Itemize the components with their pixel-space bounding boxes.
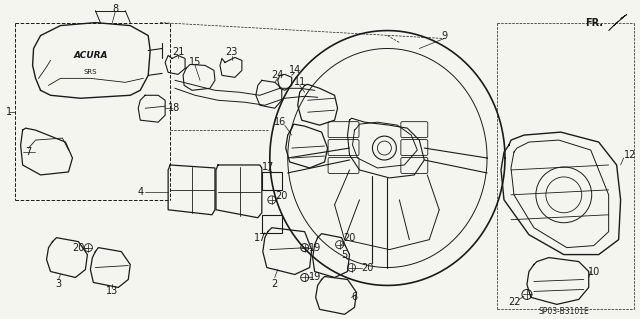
- Bar: [262, 172, 282, 190]
- Text: 18: 18: [168, 103, 180, 113]
- Text: 4: 4: [137, 187, 143, 197]
- Text: 16: 16: [274, 117, 286, 127]
- Text: 17: 17: [253, 233, 266, 243]
- Text: 7: 7: [26, 147, 32, 157]
- Text: 20: 20: [343, 233, 356, 243]
- Text: ACURA: ACURA: [73, 51, 108, 60]
- Text: 10: 10: [588, 266, 600, 277]
- Text: 1: 1: [6, 107, 12, 117]
- Text: 9: 9: [441, 31, 447, 41]
- Text: SRS: SRS: [84, 69, 97, 75]
- Text: 22: 22: [509, 297, 521, 308]
- Text: 20: 20: [276, 191, 288, 201]
- Text: 23: 23: [226, 48, 238, 57]
- Text: 19: 19: [308, 272, 321, 283]
- Text: 17: 17: [262, 162, 274, 172]
- Text: 20: 20: [72, 243, 84, 253]
- Text: 3: 3: [56, 279, 61, 289]
- Bar: [262, 215, 282, 233]
- Text: 5: 5: [341, 249, 348, 260]
- Text: FR.: FR.: [585, 18, 603, 28]
- Text: 6: 6: [351, 293, 358, 302]
- Text: 15: 15: [189, 57, 201, 67]
- Text: 2: 2: [271, 279, 278, 289]
- Text: 11: 11: [294, 77, 306, 87]
- Text: 20: 20: [361, 263, 374, 272]
- Text: 24: 24: [271, 70, 284, 80]
- Text: 13: 13: [106, 286, 118, 296]
- Text: SP03-B3101E: SP03-B3101E: [538, 307, 589, 316]
- Text: 21: 21: [172, 48, 184, 57]
- Text: 14: 14: [289, 65, 301, 75]
- Polygon shape: [609, 15, 627, 31]
- Text: 12: 12: [623, 150, 636, 160]
- Text: 8: 8: [112, 4, 118, 14]
- Text: 19: 19: [308, 243, 321, 253]
